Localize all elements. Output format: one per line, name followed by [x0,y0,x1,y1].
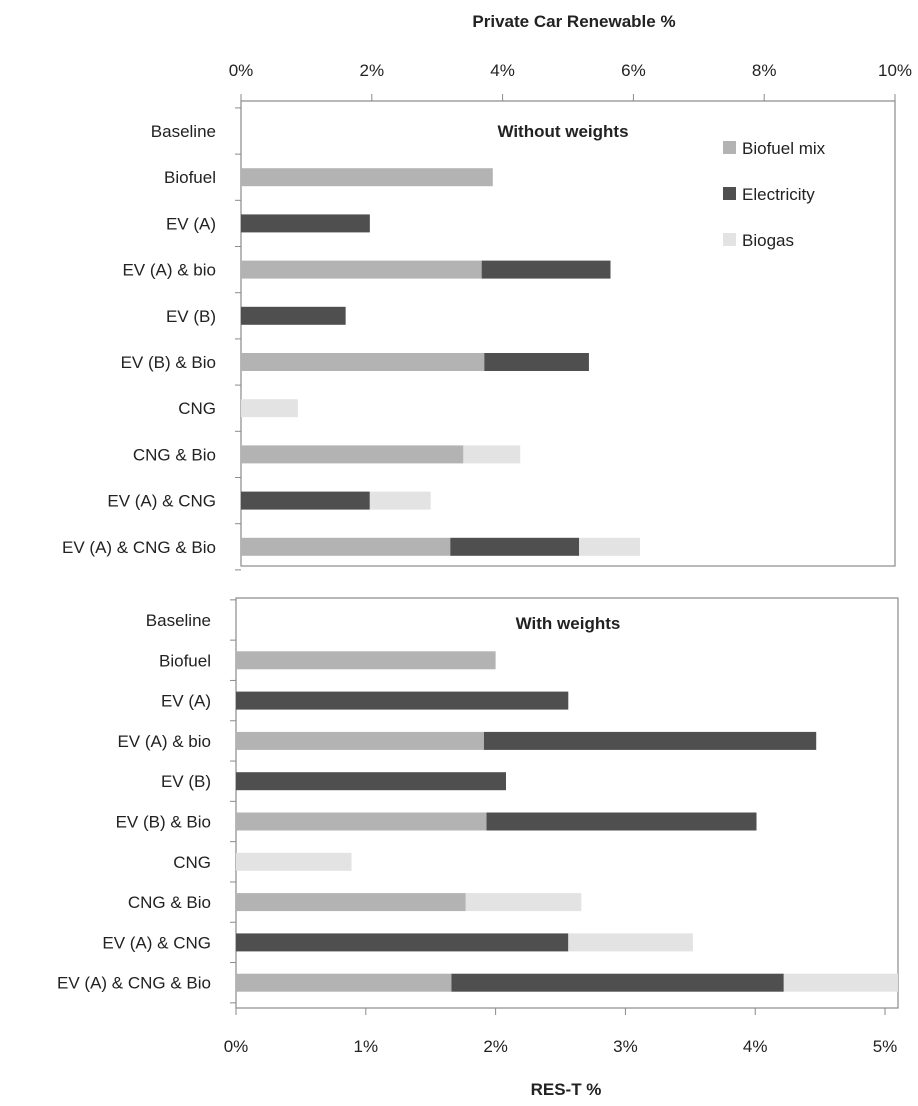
plot-frame [240,100,896,567]
legend-swatch-biofuel-mix [723,141,736,154]
panel-title: With weights [516,614,621,633]
x-tick-label: 3% [613,1037,638,1056]
bar-biogas [369,491,431,510]
legend-label: Biofuel mix [742,139,826,158]
bar-electricity [236,691,569,710]
x-tick-label: 1% [354,1037,379,1056]
bar-biofuel-mix [241,260,482,279]
x-tick-label: 0% [229,61,254,80]
category-label: EV (A) & bio [117,732,211,751]
bar-electricity [484,353,589,371]
bar-biofuel-mix [236,731,484,750]
category-label: EV (A) & CNG [107,492,216,511]
bar-biofuel-mix [236,651,496,670]
category-label: EV (A) & CNG & Bio [62,538,216,557]
category-label: EV (A) [161,692,211,711]
bar-electricity [241,306,346,325]
legend-label: Electricity [742,185,815,204]
category-label: CNG [173,853,211,872]
category-label: EV (A) & CNG [102,933,211,952]
bar-electricity [483,731,817,750]
panel-without-weights: 0% 2% 4% 6% 8% 10% Without weights Baseline Biof… [62,61,912,571]
x-tick-label: 10% [878,61,912,80]
bar-electricity [241,214,370,233]
x-tick-label: 0% [224,1037,249,1056]
top-axis-title: Private Car Renewable % [472,12,675,31]
category-label: CNG [178,399,216,418]
category-label: EV (A) & CNG & Bio [57,974,211,993]
category-label: EV (A) & bio [122,261,216,280]
category-label: EV (B) [161,772,211,791]
panel-with-weights: 0% 1% 2% 3% 4% 5% With weights Baseline Biofuel E… [57,597,899,1056]
bar-biogas [463,445,521,464]
bar-biofuel-mix [236,973,452,992]
bar-biofuel-mix [241,353,485,371]
panel-title: Without weights [497,122,628,141]
x-tick-label: 4% [490,61,515,80]
bar-electricity [236,933,569,952]
category-label: Baseline [146,611,211,630]
category-label: EV (B) & Bio [116,813,211,832]
category-label: Baseline [151,122,216,141]
category-label: EV (B) [166,307,216,326]
category-label: Biofuel [164,168,216,187]
bar-biogas [783,973,898,992]
bar-biogas [579,537,640,556]
legend-swatch-electricity [723,187,736,200]
category-label: EV (A) [166,214,216,233]
category-label: EV (B) & Bio [121,353,216,372]
bar-biofuel-mix [241,537,451,556]
bar-biogas [236,852,352,871]
legend-swatch-biogas [723,233,736,246]
bottom-axis-title: RES-T % [531,1080,602,1099]
category-label: Biofuel [159,651,211,670]
bar-electricity [241,491,370,510]
bar-biogas [465,893,582,912]
bar-biofuel-mix [241,445,464,464]
bar-electricity [486,812,757,831]
bar-electricity [236,772,506,791]
bar-biofuel-mix [241,168,493,187]
bar-electricity [481,260,611,279]
x-tick-label: 8% [752,61,777,80]
bar-electricity [451,973,784,992]
bar-electricity [450,537,580,556]
category-label: CNG & Bio [128,893,211,912]
bar-biofuel-mix [236,812,487,831]
bar-biofuel-mix [236,893,466,912]
x-tick-label: 4% [743,1037,768,1056]
plot-frame [235,597,899,1009]
legend-label: Biogas [742,231,794,250]
category-label: CNG & Bio [133,445,216,464]
x-tick-label: 2% [483,1037,508,1056]
bar-biogas [241,399,298,418]
x-tick-label: 5% [873,1037,898,1056]
bar-biogas [568,933,693,952]
x-tick-label: 6% [621,61,646,80]
x-tick-label: 2% [360,61,385,80]
